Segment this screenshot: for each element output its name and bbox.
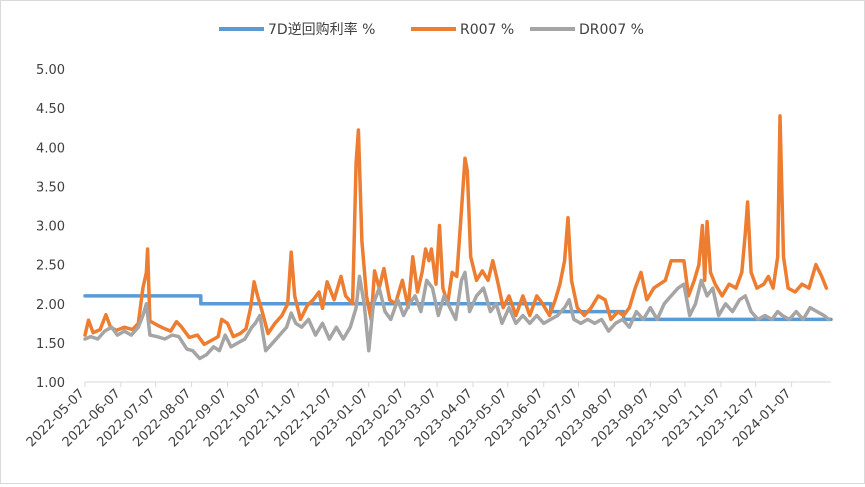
- series-line-dr007: [83, 270, 831, 361]
- y-tick-label: 5.00: [36, 63, 65, 78]
- y-tick-label: 1.50: [36, 337, 65, 352]
- legend-label: 7D逆回购利率 %: [268, 21, 375, 38]
- y-tick-label: 1.00: [36, 376, 65, 391]
- series-line-r007: [83, 114, 829, 347]
- y-tick-label: 2.00: [36, 298, 65, 313]
- y-tick-label: 2.50: [36, 259, 65, 274]
- y-tick-label: 4.50: [36, 102, 65, 117]
- y-tick-label: 4.00: [36, 141, 65, 156]
- legend-label: DR007 %: [579, 22, 644, 38]
- plot-area: [83, 114, 833, 361]
- x-axis: 2022-05-072022-06-072022-07-072022-08-07…: [24, 381, 831, 450]
- y-tick-label: 3.50: [36, 180, 65, 195]
- y-tick-label: 3.00: [36, 220, 65, 235]
- legend: 7D逆回购利率 % R007 % DR007 %: [219, 21, 644, 38]
- legend-label: R007 %: [460, 22, 514, 38]
- y-axis: 1.00 1.50 2.00 2.50 3.00 3.50 4.00 4.50 5.00: [36, 63, 65, 391]
